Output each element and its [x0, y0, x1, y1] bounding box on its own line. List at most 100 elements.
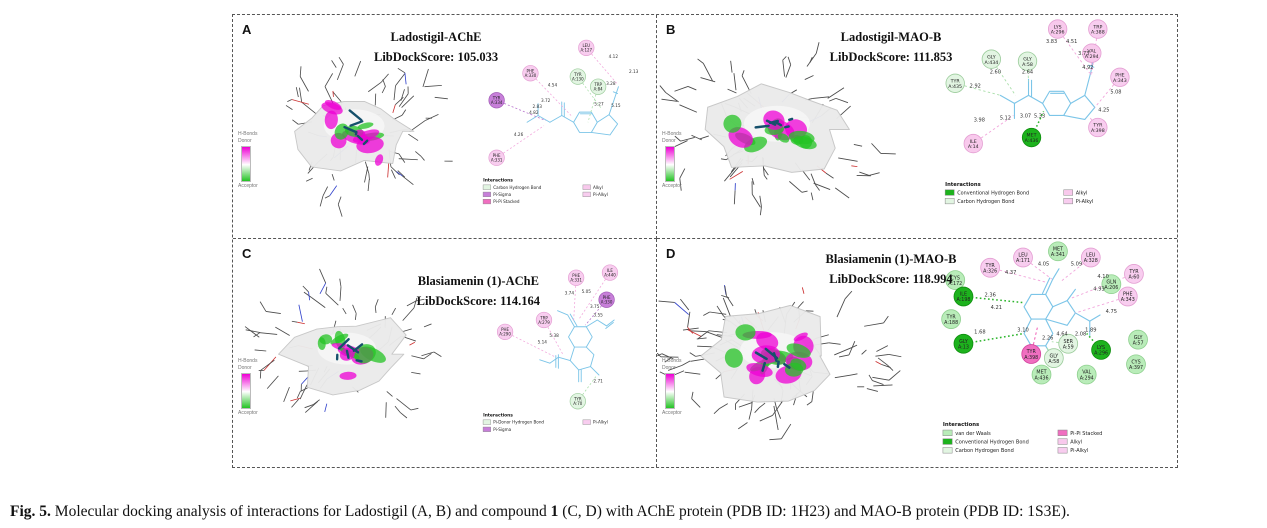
legend-swatch [1057, 429, 1068, 436]
surface-patch [354, 344, 376, 364]
legend-label: Pi-Alkyl [593, 192, 608, 197]
protein-stick [398, 93, 409, 107]
residue-name: MET [1053, 247, 1063, 253]
residue-name: TYR [1092, 123, 1103, 129]
ligand-2d-bond [570, 346, 595, 371]
protein-stick [339, 286, 342, 301]
protein-stick [332, 91, 343, 103]
protein-stick [368, 81, 382, 93]
protein-stick [291, 320, 298, 323]
residue-name: TYR [949, 79, 960, 85]
distance-label: 3.83 [1046, 39, 1057, 45]
protein-stick [381, 86, 386, 94]
protein-stick [754, 407, 760, 413]
protein-stick [402, 328, 412, 333]
protein-stick [398, 158, 418, 161]
protein-stick [873, 384, 893, 387]
protein-stick [864, 322, 884, 327]
panel-a-ladostigil-ache: A Ladostigil-AChE LibDockScore: 105.033 … [233, 15, 657, 239]
protein-stick [665, 92, 679, 103]
protein-stick [838, 354, 850, 358]
protein-stick [881, 363, 891, 368]
protein-stick [283, 386, 290, 403]
hbond-color-scale: H-Bonds Donor Acceptor [238, 131, 280, 190]
residue-position: A:343 [1113, 78, 1127, 84]
panel-title: Ladostigil-AChE LibDockScore: 105.033 [374, 27, 498, 67]
residue-name: TYR [945, 314, 956, 320]
protein-stick [763, 167, 769, 176]
protein-stick [331, 60, 337, 68]
residue-position: A:294 [1080, 375, 1094, 381]
protein-stick [275, 326, 290, 336]
distance-label: 2.71 [594, 379, 604, 384]
legend-label: Carbon Hydrogen Bond [494, 185, 543, 190]
protein-stick [410, 407, 419, 411]
distance-label: 5.27 [595, 101, 605, 106]
residue-position: A:440 [605, 273, 617, 278]
hbond-scale-donor: Donor [662, 137, 676, 144]
distance-label: 4.05 [1038, 262, 1049, 268]
residue-position: A:294 [1085, 54, 1099, 60]
residue-position: A:13 [958, 344, 969, 350]
protein-stick [825, 172, 834, 179]
protein-stick [733, 73, 737, 91]
surface-patch [735, 324, 756, 341]
protein-stick [657, 353, 662, 357]
protein-stick [421, 351, 435, 357]
residue-name: PHE [493, 153, 501, 158]
protein-stick [812, 96, 830, 99]
panel-letter: C [242, 246, 252, 261]
protein-stick [690, 358, 705, 362]
ligand-2d-bond [568, 326, 594, 348]
ligand-3d-stick [768, 119, 780, 125]
protein-stick [396, 398, 412, 411]
residue-name: TRP [594, 82, 603, 87]
protein-stick [398, 153, 406, 163]
protein-stick [679, 104, 698, 113]
distance-label: 2.92 [970, 83, 981, 89]
legend-label: Conventional Hydrogen Bond [955, 439, 1029, 445]
hbond-scale-acceptor: Acceptor [238, 409, 258, 416]
hbond-scale-title: H-Bonds [662, 130, 682, 137]
distance-label: 2.64 [1022, 69, 1033, 75]
legend-label: Pi-Sigma [494, 427, 512, 432]
protein-stick [759, 415, 773, 422]
protein-stick [332, 90, 334, 97]
residue-name: ILE [607, 268, 613, 273]
distance-label: 3.28 [606, 81, 616, 86]
protein-stick [324, 195, 330, 199]
protein-stick [691, 391, 694, 399]
distance-label: 3.73 [1078, 51, 1089, 57]
panel-title: Blasiamenin (1)-MAO-B LibDockScore: 118.… [826, 249, 957, 289]
protein-stick [302, 285, 309, 293]
distance-label: 4.92 [1082, 65, 1093, 71]
protein-stick [367, 179, 370, 192]
residue-name: MET [1026, 133, 1036, 139]
distance-label: 4.64 [1056, 332, 1067, 338]
protein-stick [697, 58, 704, 64]
distance-label: 3.07 [1020, 113, 1031, 119]
legend-label: Carbon Hydrogen Bond [957, 199, 1014, 205]
distance-label: 3.55 [594, 313, 604, 318]
libdock-score: LibDockScore: 118.994 [829, 272, 953, 286]
interaction-line [579, 272, 611, 319]
protein-stick [394, 405, 401, 413]
surface-patch [356, 136, 384, 154]
residue-name: TYR [1128, 269, 1139, 275]
protein-stick [680, 298, 690, 311]
hbond-color-scale: H-Bonds Donor Acceptor [662, 358, 704, 417]
legend-label: Pi-Alkyl [1076, 199, 1094, 205]
residue-name: VAL [1087, 48, 1096, 54]
hbond-scale-title: H-Bonds [238, 357, 258, 364]
protein-stick [773, 405, 778, 425]
protein-stick [336, 64, 344, 81]
hbond-gradient-bar [241, 145, 251, 182]
legend-label: Alkyl [593, 185, 603, 190]
distance-label: 5.08 [1110, 89, 1121, 95]
protein-stick [689, 330, 706, 332]
